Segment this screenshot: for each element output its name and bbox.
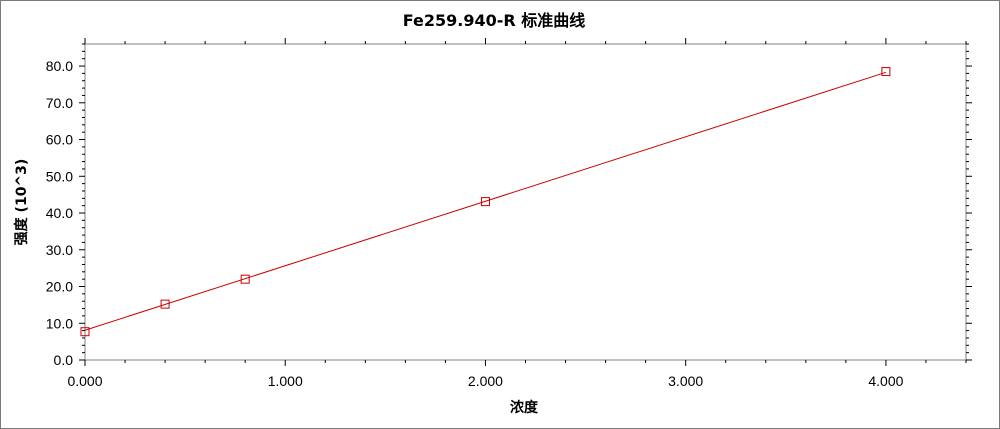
fit-line [84, 71, 887, 331]
y-tick-label: 80.0 [46, 58, 73, 74]
series-layer [80, 67, 891, 337]
y-tick-label: 50.0 [46, 168, 73, 184]
data-point [480, 197, 490, 207]
x-tick-label: 4.000 [868, 373, 903, 389]
y-tick-label: 0.0 [54, 352, 74, 368]
x-tick-label: 1.000 [268, 373, 303, 389]
x-tick-label: 2.000 [468, 373, 503, 389]
x-tick-label: 3.000 [668, 373, 703, 389]
plot-area [84, 43, 967, 361]
y-tick-label: 20.0 [46, 279, 73, 295]
y-tick-label: 70.0 [46, 95, 73, 111]
y-tick-label: 40.0 [46, 205, 73, 221]
x-tick-label: 0.000 [67, 373, 102, 389]
data-point [240, 274, 250, 284]
y-axis: 0.0 10.0 20.0 30.0 40.0 50.0 60.0 70.0 80.0 [46, 43, 972, 368]
x-axis: 0.000 1.000 2.000 3.000 4.000 [67, 38, 967, 389]
y-tick-label: 30.0 [46, 242, 73, 258]
y-tick-label: 10.0 [46, 315, 73, 331]
data-point [160, 299, 170, 309]
data-point [881, 67, 891, 77]
chart-title: Fe259.940-R 标准曲线 [403, 11, 586, 30]
y-tick-label: 60.0 [46, 132, 73, 148]
y-axis-label: 强度 (10^3) [13, 159, 30, 246]
data-point [80, 327, 90, 337]
x-axis-label: 浓度 [510, 399, 539, 416]
